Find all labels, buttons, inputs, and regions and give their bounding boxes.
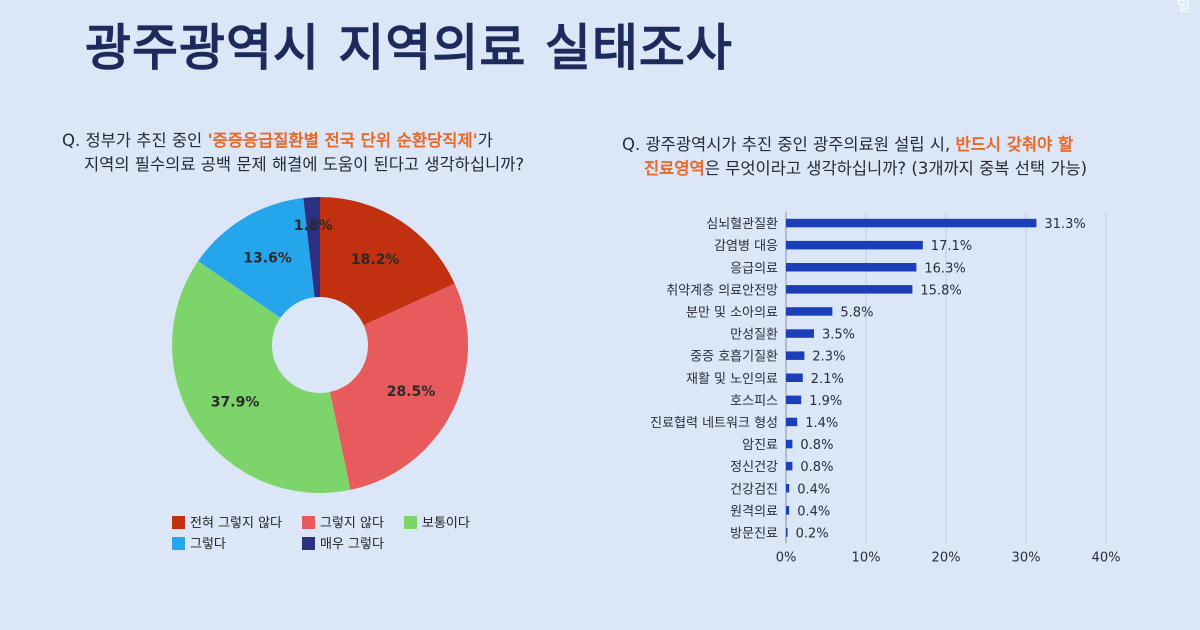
bar-chart: 0% 10% 20% 30% 40% 심뇌혈관질환 31.3% 감염병 대응 17.1% 응급의료…	[650, 212, 1121, 566]
right-question-line2-suffix: 은 무엇이라고 생각하십니까? (3개까지 중복 선택 가능)	[704, 159, 1088, 178]
x-tick-label-1: 10%	[852, 551, 881, 566]
right-question-line1: Q. 광주광역시가 추진 중인 광주의료원 설립 시, 반드시 갖춰야 할	[622, 133, 1087, 157]
bar-4	[786, 307, 833, 316]
category-label-9: 진료협력 네트워크 형성	[650, 416, 778, 431]
bar-7	[786, 373, 803, 382]
legend-label-2: 보통이다	[422, 516, 470, 531]
page-title: 광주광역시 지역의료 실태조사	[85, 19, 733, 77]
left-question-line1: Q. 정부가 추진 중인 '중증응급질환별 전국 단위 순환당직제'가	[62, 129, 524, 153]
x-tick-label-0: 0%	[776, 551, 797, 566]
category-label-3: 취약계층 의료안전망	[666, 283, 778, 298]
bar-2	[786, 263, 917, 272]
legend-label-1: 그렇지 않다	[320, 516, 384, 531]
legend-swatch-1	[302, 516, 315, 529]
value-label-5: 3.5%	[822, 328, 855, 343]
pie-label-4: 1.8%	[294, 218, 333, 234]
bar-0	[786, 218, 1037, 228]
pie-slice-4	[303, 197, 320, 298]
bar-13	[786, 506, 790, 515]
bar-8	[786, 395, 802, 405]
category-label-13: 원격의료	[730, 504, 778, 519]
left-question-highlight: '중증응급질환별 전국 단위 순환당직제'	[207, 131, 478, 150]
bar-14	[786, 528, 788, 537]
legend-label-3: 그렇다	[190, 537, 226, 552]
category-label-6: 중증 호흡기질환	[690, 350, 778, 365]
category-label-5: 만성질환	[730, 328, 778, 343]
donut-chart: 18.2% 28.5% 37.9% 13.6% 1.8%	[171, 197, 468, 493]
pie-label-2: 37.9%	[211, 395, 260, 411]
left-question: Q. 정부가 추진 중인 '중증응급질환별 전국 단위 순환당직제'가 지역의 …	[62, 129, 524, 177]
value-label-6: 2.3%	[812, 350, 845, 365]
left-question-prefix: Q. 정부가 추진 중인	[62, 131, 208, 150]
x-tick-label-3: 30%	[1012, 551, 1041, 566]
right-question-prefix: Q. 광주광역시가 추진 중인 광주의료원 설립 시,	[622, 135, 956, 154]
legend-item-0: 전혀 그렇지 않다	[172, 512, 282, 531]
value-label-2: 16.3%	[924, 261, 965, 276]
bar-11	[786, 461, 793, 471]
category-label-8: 호스피스	[730, 394, 778, 409]
pie-label-0: 18.2%	[351, 252, 400, 268]
value-label-9: 1.4%	[805, 416, 838, 431]
bar-12	[786, 484, 790, 493]
bar-10	[786, 439, 793, 449]
right-question-highlight2: 진료영역	[644, 159, 705, 178]
pie-slice-2	[171, 261, 351, 493]
pie-slice-1	[329, 283, 468, 490]
legend-item-2: 보통이다	[404, 512, 470, 531]
value-label-0: 31.3%	[1044, 217, 1085, 232]
value-label-10: 0.8%	[800, 438, 833, 453]
bar-6	[786, 351, 805, 360]
corner-mark: 일	[1177, 0, 1190, 15]
value-label-14: 0.2%	[796, 526, 829, 541]
value-label-1: 17.1%	[931, 239, 972, 254]
category-label-2: 응급의료	[730, 261, 778, 276]
left-question-suffix: 가	[477, 131, 493, 150]
category-label-10: 암진료	[742, 438, 778, 453]
right-question: Q. 광주광역시가 추진 중인 광주의료원 설립 시, 반드시 갖춰야 할 진료…	[622, 133, 1087, 181]
category-label-0: 심뇌혈관질환	[706, 217, 778, 232]
legend-swatch-0	[172, 516, 185, 529]
value-label-13: 0.4%	[797, 504, 830, 519]
value-label-12: 0.4%	[797, 482, 830, 497]
value-label-11: 0.8%	[800, 460, 833, 475]
legend-item-3: 그렇다	[172, 533, 226, 552]
value-label-4: 5.8%	[840, 305, 873, 320]
value-label-7: 2.1%	[811, 372, 844, 387]
value-label-3: 15.8%	[920, 283, 961, 298]
pie-slice-3	[198, 197, 315, 318]
legend-item-1: 그렇지 않다	[302, 512, 384, 531]
bar-9	[786, 417, 798, 427]
pie-label-3: 13.6%	[243, 251, 292, 267]
category-label-7: 재활 및 노인의료	[686, 372, 778, 387]
legend-swatch-2	[404, 516, 417, 529]
legend-label-4: 매우 그렇다	[320, 537, 384, 552]
bar-3	[786, 285, 913, 294]
x-tick-label-2: 20%	[932, 551, 961, 566]
legend-label-0: 전혀 그렇지 않다	[190, 516, 282, 531]
left-question-line2: 지역의 필수의료 공백 문제 해결에 도움이 된다고 생각하십니까?	[84, 155, 525, 174]
right-question-highlight1: 반드시 갖춰야 할	[955, 135, 1074, 154]
category-label-12: 건강검진	[730, 482, 778, 497]
legend-swatch-4	[302, 537, 315, 550]
bar-1	[786, 240, 923, 250]
value-label-8: 1.9%	[809, 394, 842, 409]
category-label-1: 감염병 대응	[714, 239, 778, 254]
category-label-14: 방문진료	[730, 526, 778, 541]
category-label-4: 분만 및 소아의료	[686, 305, 778, 320]
bar-5	[786, 329, 814, 338]
right-question-line2: 진료영역은 무엇이라고 생각하십니까? (3개까지 중복 선택 가능)	[622, 157, 1087, 181]
pie-slice-0	[320, 197, 455, 326]
legend-item-4: 매우 그렇다	[302, 533, 384, 552]
legend-swatch-3	[172, 537, 185, 550]
x-tick-label-4: 40%	[1092, 551, 1121, 566]
pie-label-1: 28.5%	[387, 384, 436, 400]
category-label-11: 정신건강	[730, 460, 778, 475]
